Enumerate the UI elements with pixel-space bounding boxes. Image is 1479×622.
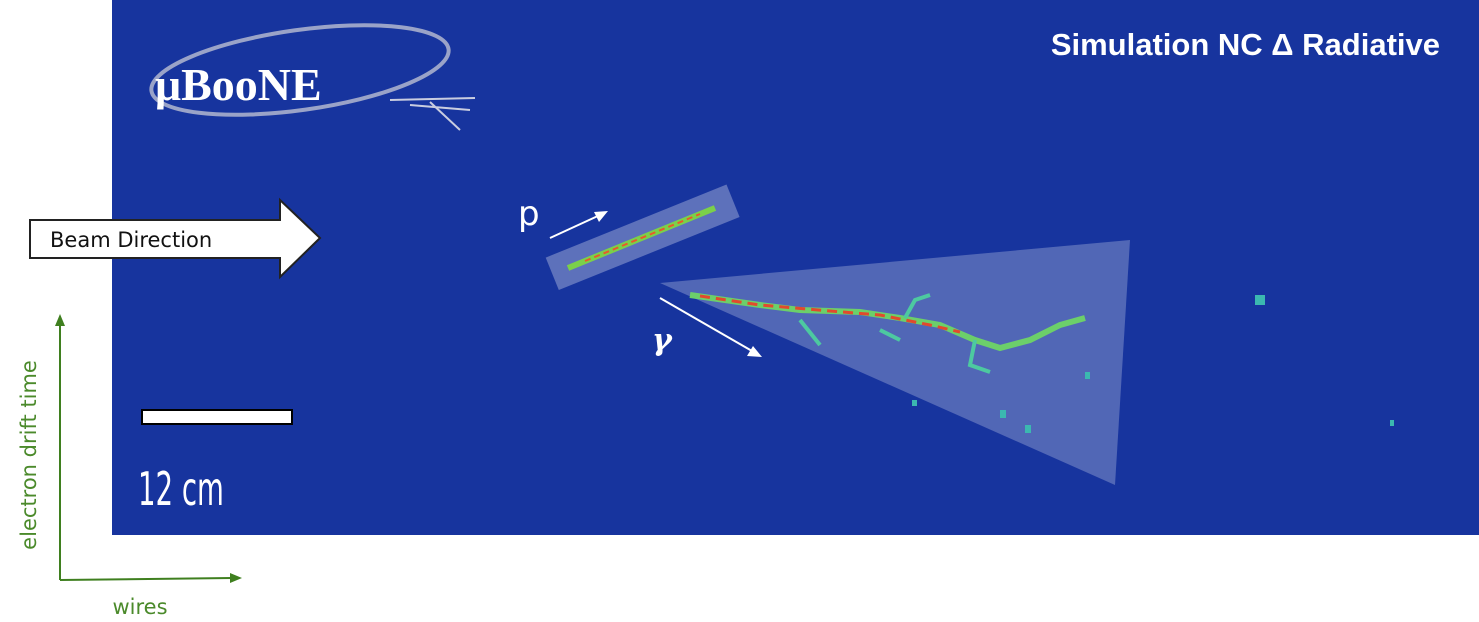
hit — [1000, 410, 1006, 418]
drift-label: electron drift time — [17, 360, 41, 550]
hit — [1025, 425, 1031, 433]
hit — [1390, 420, 1394, 426]
scale-label: 12 cm — [138, 463, 224, 516]
title: Simulation NC Δ Radiative — [1051, 27, 1440, 62]
wire-axis — [60, 578, 232, 580]
hit — [912, 400, 917, 406]
proton-label: p — [518, 194, 540, 234]
scale-bar — [142, 410, 292, 424]
drift-arrowhead — [55, 314, 65, 326]
logo: μBooNE — [155, 59, 322, 110]
photon-label: γ — [652, 323, 673, 358]
beam-label: Beam Direction — [50, 228, 212, 252]
wire-label: wires — [112, 595, 167, 619]
hit — [1255, 295, 1265, 305]
hit — [1085, 372, 1090, 379]
wire-arrowhead — [230, 573, 242, 583]
event-display-figure: μBooNE Simulation NC Δ Radiative Beam Di… — [0, 0, 1479, 622]
